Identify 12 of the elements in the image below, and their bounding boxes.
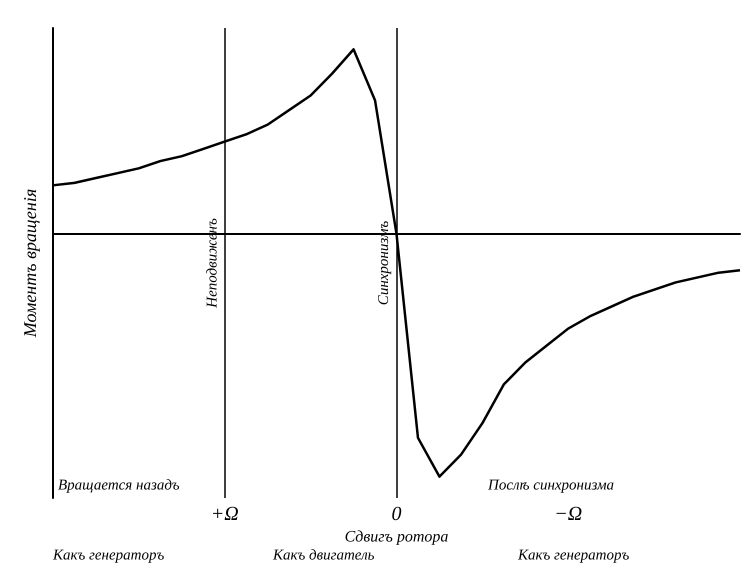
text: Вращается назадъ [58,478,180,494]
ref-line-label: Синхронизмъ [376,220,392,306]
text: Какъ генераторъ [517,548,630,564]
ref-line-label: Неподвиженъ [204,218,220,309]
x-tick-label: 0 [392,503,402,525]
text: Какъ генераторъ [52,548,164,564]
text: Послѣ синхронизма [487,478,614,494]
x-tick-label: +Ω [210,503,239,525]
x-axis-title: Сдвигъ ротора [344,528,448,546]
text: Какъ двигатель [272,548,375,564]
x-tick-label: −Ω [554,503,582,525]
y-axis-title: Моментъ вращенія [20,188,40,338]
